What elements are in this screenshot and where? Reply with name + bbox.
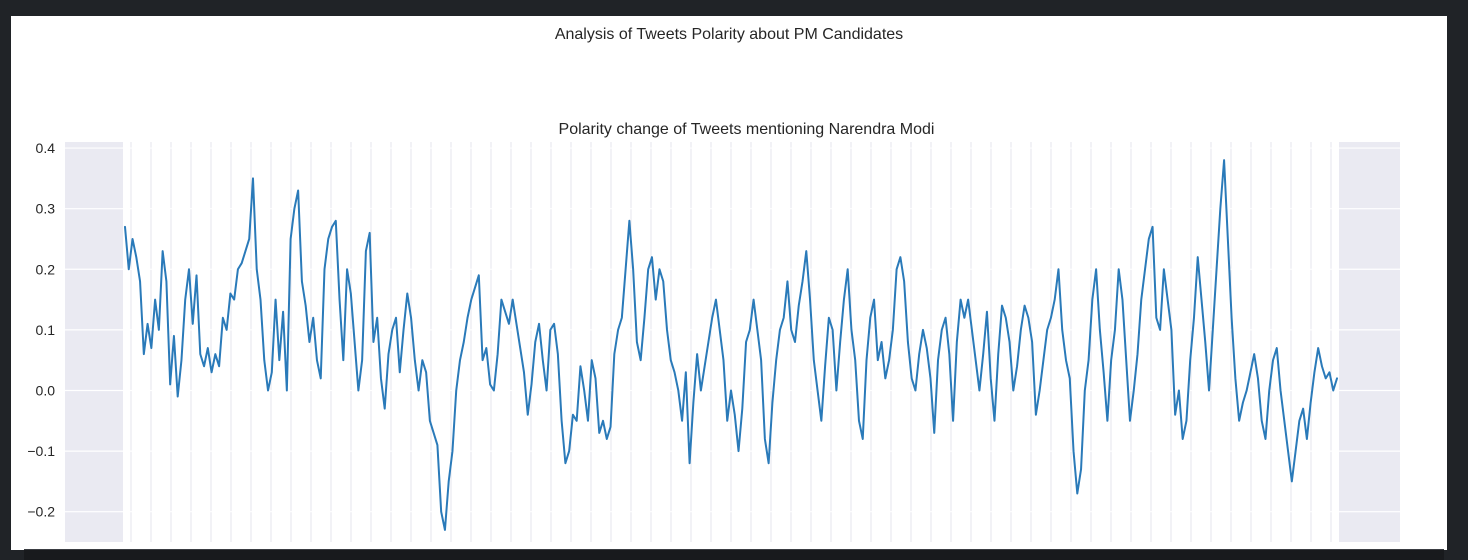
- y-tick-label: 0.4: [36, 140, 56, 156]
- output-panel-edge: [24, 549, 1444, 560]
- figure-canvas: Analysis of Tweets Polarity about PM Can…: [11, 16, 1447, 550]
- y-tick-label: 0.1: [36, 322, 56, 338]
- line-chart: −0.2 −0.1 0.0 0.1 0.2 0.3 0.4 Polarity change …: [27, 121, 1400, 542]
- y-tick-label: 0.3: [36, 201, 56, 217]
- horizontal-gridlines: [65, 147, 1400, 513]
- chart-title: Polarity change of Tweets mentioning Nar…: [559, 121, 935, 138]
- y-tick-label: −0.1: [27, 443, 55, 459]
- vertical-gridlines: [130, 142, 1332, 542]
- y-tick-label: 0.2: [36, 261, 56, 277]
- figure-suptitle: Analysis of Tweets Polarity about PM Can…: [554, 26, 904, 43]
- y-tick-label: 0.0: [36, 382, 56, 398]
- series-line-modi: [124, 159, 1338, 531]
- y-tick-label: −0.2: [27, 504, 55, 520]
- y-axis-ticks: −0.2 −0.1 0.0 0.1 0.2 0.3 0.4: [27, 140, 55, 520]
